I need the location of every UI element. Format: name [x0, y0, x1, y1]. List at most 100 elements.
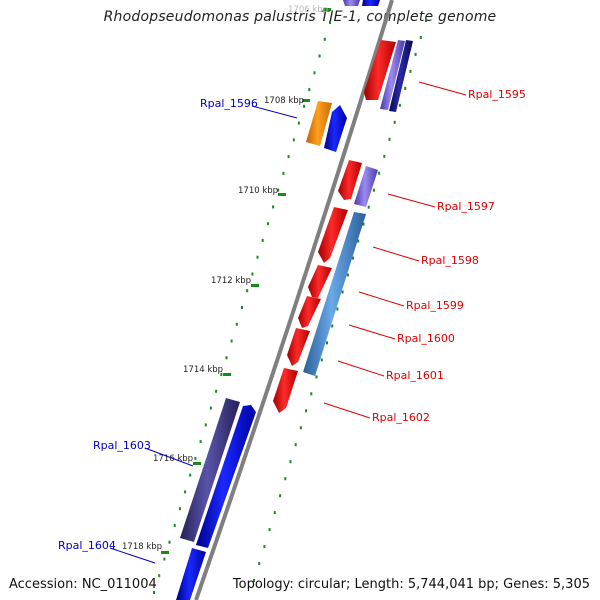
- track-dot: [378, 171, 381, 175]
- gene-leader-line: [372, 246, 420, 262]
- kbp-label: 1706 kbp: [288, 5, 328, 15]
- gene-glyph-rpal-1598: [318, 207, 348, 263]
- track-dot: [253, 579, 255, 582]
- track-dot: [289, 460, 292, 464]
- track-dot: [425, 19, 427, 22]
- track-dot: [297, 121, 300, 125]
- track-dot: [367, 205, 370, 209]
- track-dot: [251, 272, 254, 276]
- track-dot: [256, 255, 259, 259]
- track-dot: [263, 545, 266, 549]
- track-dot: [209, 406, 212, 410]
- track-dot: [393, 120, 396, 124]
- gene-leader-line: [358, 291, 405, 307]
- track-dot: [318, 54, 321, 58]
- kbp-tick: [193, 462, 201, 465]
- track-dot: [168, 540, 171, 544]
- gene-leader-line: [251, 105, 298, 119]
- gene-label-rpal-1602[interactable]: Rpal_1602: [372, 411, 430, 424]
- track-dot: [315, 375, 318, 379]
- gene-glyph-rpal-1595-navy: [389, 40, 413, 112]
- track-dot: [336, 307, 339, 311]
- track-dot: [362, 222, 365, 226]
- gene-glyph-top-partial-blue: [362, 0, 380, 6]
- gene-glyph-rpal-1602: [273, 368, 298, 413]
- track-dot: [230, 339, 233, 343]
- gene-label-rpal-1603[interactable]: Rpal_1603: [93, 439, 151, 452]
- gene-label-rpal-1595[interactable]: Rpal_1595: [468, 88, 526, 101]
- track-dot: [292, 138, 295, 142]
- track-dot: [320, 358, 323, 362]
- gene-glyph-rpal-1596-orange: [306, 101, 332, 146]
- track-dot: [341, 290, 344, 294]
- track-dot: [261, 238, 264, 242]
- track-dot: [331, 324, 334, 328]
- track-dot: [303, 104, 306, 108]
- outer-tick-track: [253, 19, 427, 582]
- track-dot: [383, 154, 386, 158]
- track-dot: [323, 37, 326, 41]
- track-dot: [204, 423, 207, 427]
- track-dot: [153, 591, 155, 594]
- gene-glyph-rpal-1603-slate: [180, 398, 240, 542]
- track-dot: [277, 188, 280, 192]
- track-dot: [194, 456, 197, 460]
- kbp-label: 1718 kbp: [122, 542, 162, 552]
- gene-label-rpal-1601[interactable]: Rpal_1601: [386, 369, 444, 382]
- track-dot: [258, 562, 261, 565]
- track-dot: [308, 88, 311, 92]
- gene-leader-line: [323, 402, 371, 419]
- topology-text: Topology: circular; Length: 5,744,041 bp…: [232, 577, 590, 592]
- track-dot: [326, 341, 328, 345]
- track-dot: [346, 273, 349, 277]
- gene-glyph-rpal-1595: [364, 40, 396, 100]
- gene-glyphs: [176, 0, 413, 600]
- gene-glyph-rpal-1600: [298, 296, 321, 328]
- genome-backbone: [194, 0, 394, 600]
- kbp-tick: [251, 284, 259, 287]
- track-dot: [299, 426, 302, 430]
- gene-label-rpal-1596[interactable]: Rpal_1596: [200, 97, 258, 110]
- track-dot: [398, 103, 401, 107]
- gene-leader-line: [348, 324, 396, 340]
- track-dot: [178, 507, 181, 511]
- kbp-label: 1714 kbp: [183, 365, 223, 375]
- track-dot: [225, 356, 228, 360]
- kbp-tick: [302, 99, 310, 102]
- gene-label-rpal-1599[interactable]: Rpal_1599: [406, 299, 464, 312]
- track-dot: [372, 188, 375, 192]
- track-dot: [241, 306, 243, 309]
- track-dot: [220, 373, 223, 377]
- gene-label-rpal-1598[interactable]: Rpal_1598: [421, 254, 479, 267]
- map-title: Rhodopseudomonas palustris TIE-1, comple…: [103, 9, 497, 25]
- gene-label-rpal-1604[interactable]: Rpal_1604: [58, 539, 116, 552]
- gene-leader-line: [337, 360, 385, 377]
- gene-glyph-rpal-1604: [176, 548, 206, 600]
- track-dot: [279, 494, 282, 498]
- gene-glyph-rpal-1601: [287, 328, 310, 366]
- gene-leader-line: [387, 193, 436, 208]
- track-dot: [419, 36, 422, 39]
- gene-glyph-top-partial: [343, 0, 360, 6]
- track-dot: [409, 69, 412, 73]
- accession-text: Accession: NC_011004: [9, 577, 157, 592]
- gene-glyph-rpal-1595-purple: [380, 40, 405, 110]
- track-dot: [329, 21, 331, 24]
- gene-glyph-rpal-1603: [196, 405, 256, 548]
- kbp-label: 1710 kbp: [238, 186, 278, 196]
- gene-label-rpal-1597[interactable]: Rpal_1597: [437, 200, 495, 213]
- track-dot: [235, 322, 238, 326]
- track-dot: [294, 443, 297, 447]
- track-dot: [282, 171, 285, 175]
- gene-labels: Rpal_1595 Rpal_1596 Rpal_1597 Rpal_1598 Rpal…: [58, 81, 526, 564]
- gene-glyph-rpal-1596: [324, 105, 347, 152]
- gene-leader-line: [109, 547, 156, 564]
- track-dot: [158, 574, 161, 578]
- track-dot: [404, 86, 407, 90]
- gene-glyph-rpal-1597: [338, 160, 362, 200]
- track-dot: [268, 528, 271, 532]
- track-dot: [287, 155, 290, 159]
- gene-label-rpal-1600[interactable]: Rpal_1600: [397, 332, 455, 345]
- track-dot: [352, 256, 354, 260]
